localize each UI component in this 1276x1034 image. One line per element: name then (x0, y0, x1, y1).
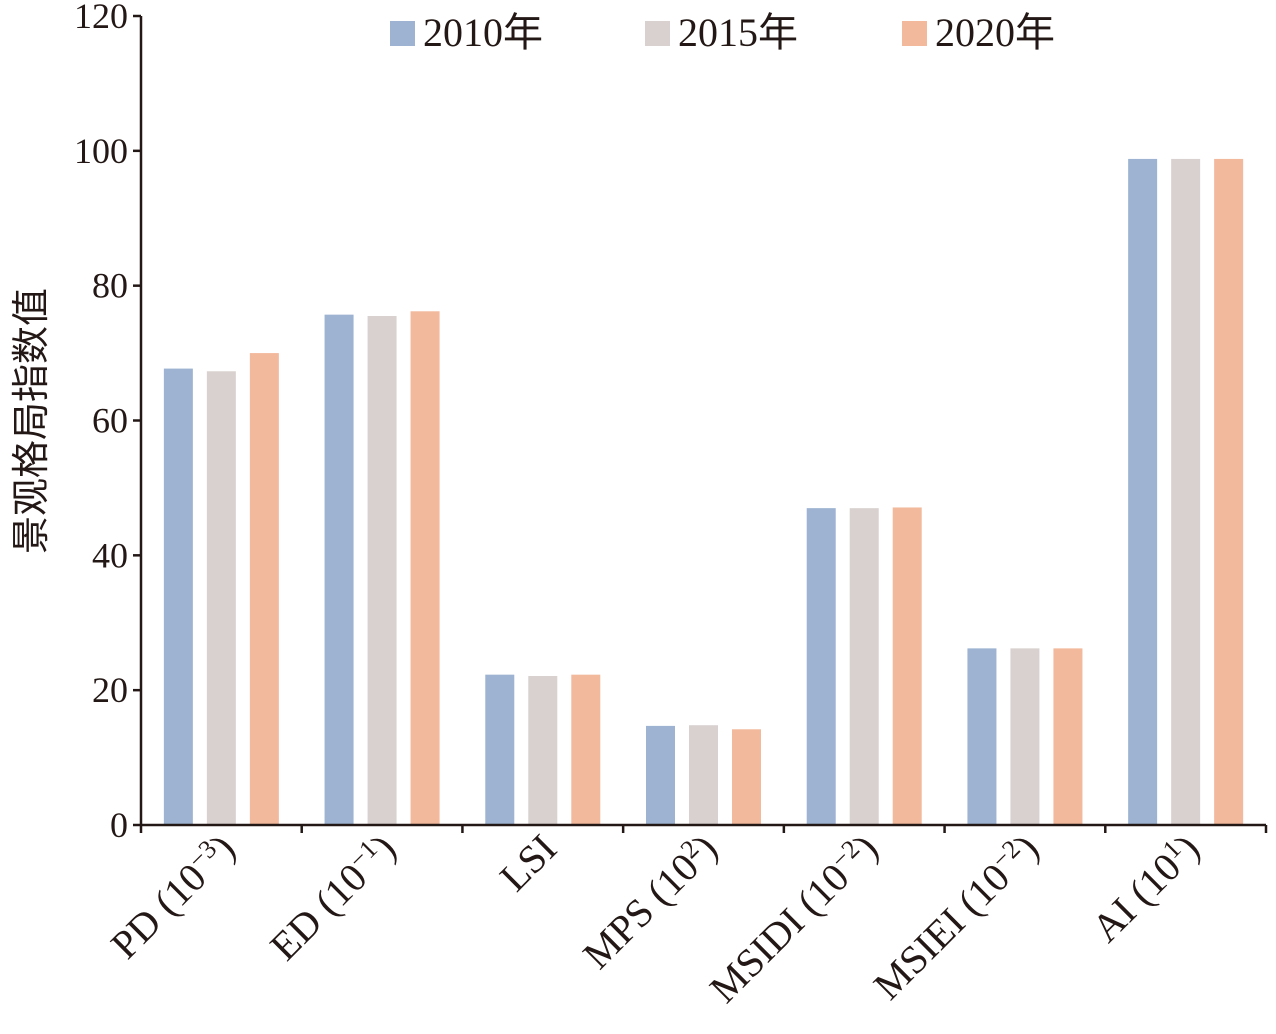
bar-5-series-2 (849, 508, 879, 825)
y-tick-label: 120 (74, 0, 128, 36)
x-category-label: LSI (491, 826, 565, 900)
x-category-label: MPS (102) (573, 825, 726, 978)
bar-6-series-2 (1010, 648, 1040, 825)
y-axis-label: 景观格局指数值 (9, 288, 53, 554)
bar-2-series-1 (324, 314, 354, 825)
category-label-base: LSI (491, 826, 565, 900)
category-label-base: PD (10 (102, 855, 215, 968)
x-category-label: ED (10−1) (260, 825, 404, 969)
bar-1-series-3 (249, 353, 279, 825)
bar-4-series-1 (646, 725, 675, 825)
y-tick-label: 60 (92, 401, 128, 441)
bar-1-series-1 (163, 368, 193, 825)
legend: 2010年 2015年 2020年 (390, 10, 1055, 55)
x-category-label: PD (10−3) (101, 825, 243, 967)
legend-label-3: 2020年 (935, 10, 1055, 55)
category-label-base: MSIEI (10 (865, 855, 1019, 1009)
x-category-label: MSIDI (10−2) (700, 825, 886, 1011)
y-tick-label: 20 (92, 670, 128, 710)
category-label-base: ED (10 (261, 855, 375, 969)
bars-layer (163, 158, 1244, 825)
legend-swatch-1 (390, 21, 415, 46)
x-category-label: MSIEI (10−2) (864, 825, 1047, 1008)
bar-5-series-3 (892, 507, 922, 825)
bar-7-series-1 (1128, 158, 1158, 825)
bar-2-series-2 (367, 316, 397, 825)
bar-2-series-3 (410, 311, 440, 825)
category-label-base: MPS (10 (574, 844, 707, 977)
legend-label-2: 2015年 (678, 10, 798, 55)
bar-3-series-2 (528, 676, 558, 825)
bar-3-series-1 (485, 674, 515, 825)
bar-6-series-1 (967, 648, 997, 825)
bar-1-series-2 (206, 371, 236, 825)
bar-5-series-1 (806, 508, 836, 825)
y-tick-label: 100 (74, 131, 128, 171)
bar-3-series-3 (571, 674, 601, 825)
y-tick-label: 80 (92, 266, 128, 306)
axes-layer (139, 16, 1268, 833)
bar-7-series-2 (1171, 158, 1201, 825)
legend-label-1: 2010年 (423, 10, 543, 55)
bar-4-series-3 (732, 729, 761, 825)
x-labels-layer: PD (10−3)ED (10−1) LSI MPS (102)MSIDI (10−… (101, 825, 1208, 1012)
legend-swatch-2 (645, 21, 670, 46)
bar-6-series-3 (1053, 648, 1083, 825)
legend-swatch-3 (902, 21, 927, 46)
bar-4-series-2 (689, 725, 718, 825)
x-category-label: AI (101) (1082, 825, 1208, 951)
y-tick-label: 40 (92, 535, 128, 575)
category-label-base: MSIDI (10 (701, 855, 858, 1012)
bar-7-series-3 (1214, 158, 1244, 825)
y-tick-label: 0 (110, 805, 128, 845)
y-ticks-layer: 0 20 40 60 80 100 120 (74, 0, 141, 845)
